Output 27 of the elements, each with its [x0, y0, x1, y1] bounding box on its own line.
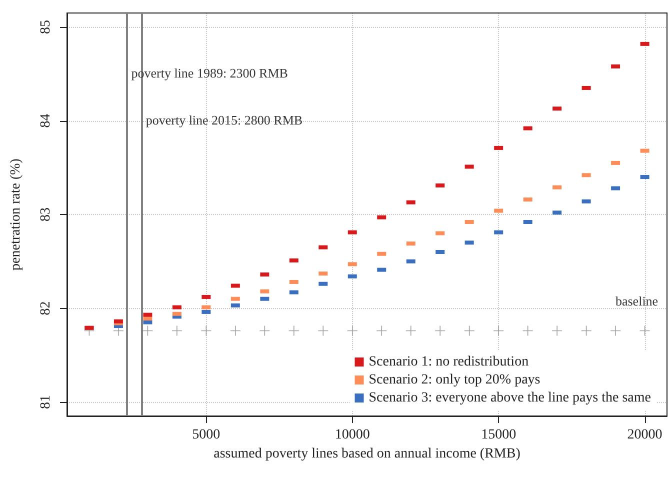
point [610, 326, 621, 336]
x-axis-title: assumed poverty lines based on annual income (RMB) [214, 446, 521, 462]
x-tick-label: 20000 [627, 428, 662, 442]
point [230, 326, 240, 336]
point [406, 326, 416, 336]
point [288, 326, 299, 336]
y-tick-label: 84 [38, 114, 54, 128]
legend-label: Scenario 2: only top 20% pays [368, 372, 540, 388]
point [494, 326, 504, 336]
y-tick-label: 85 [38, 20, 54, 34]
x-tick-label: 5000 [192, 428, 220, 442]
y-axis-title: penetration rate (%) [8, 158, 24, 270]
y-tick-label: 81 [38, 394, 54, 409]
y-tick-label: 83 [38, 208, 54, 222]
point [552, 326, 562, 336]
x-tick-label: 15000 [481, 428, 516, 442]
legend-label: Scenario 1: no redistribution [368, 354, 529, 370]
point [435, 326, 446, 336]
point [347, 326, 358, 336]
y-tick-label: 82 [38, 301, 54, 316]
point [376, 326, 387, 336]
series-label: baseline [615, 294, 658, 309]
legend-label: Scenario 3: everyone above the line pays the same [368, 390, 652, 406]
point [172, 326, 182, 336]
x-tick-label: 10000 [334, 428, 370, 442]
point [318, 326, 328, 336]
ref-line-label: poverty line 2015: 2800 RMB [146, 112, 303, 128]
